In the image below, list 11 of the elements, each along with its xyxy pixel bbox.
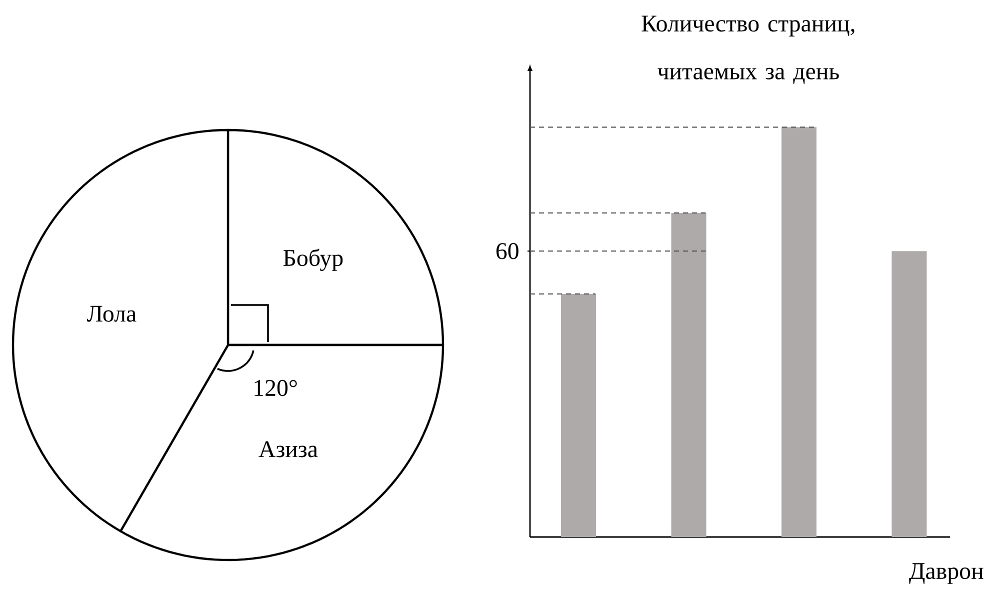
bar: [561, 294, 596, 537]
slice-label: Лола: [87, 306, 136, 322]
slice-label: Бобур: [283, 248, 343, 271]
y-tick-label: 60: [496, 243, 518, 260]
text: Количество страниц, читаемых за день: [642, 16, 854, 84]
bar: [671, 212, 706, 537]
text: 120°: [254, 380, 297, 396]
bar: [892, 251, 927, 537]
slice-label: Азиза: [258, 441, 318, 458]
bar: [781, 127, 816, 537]
x-axis-title: Даврон: [909, 563, 984, 584]
